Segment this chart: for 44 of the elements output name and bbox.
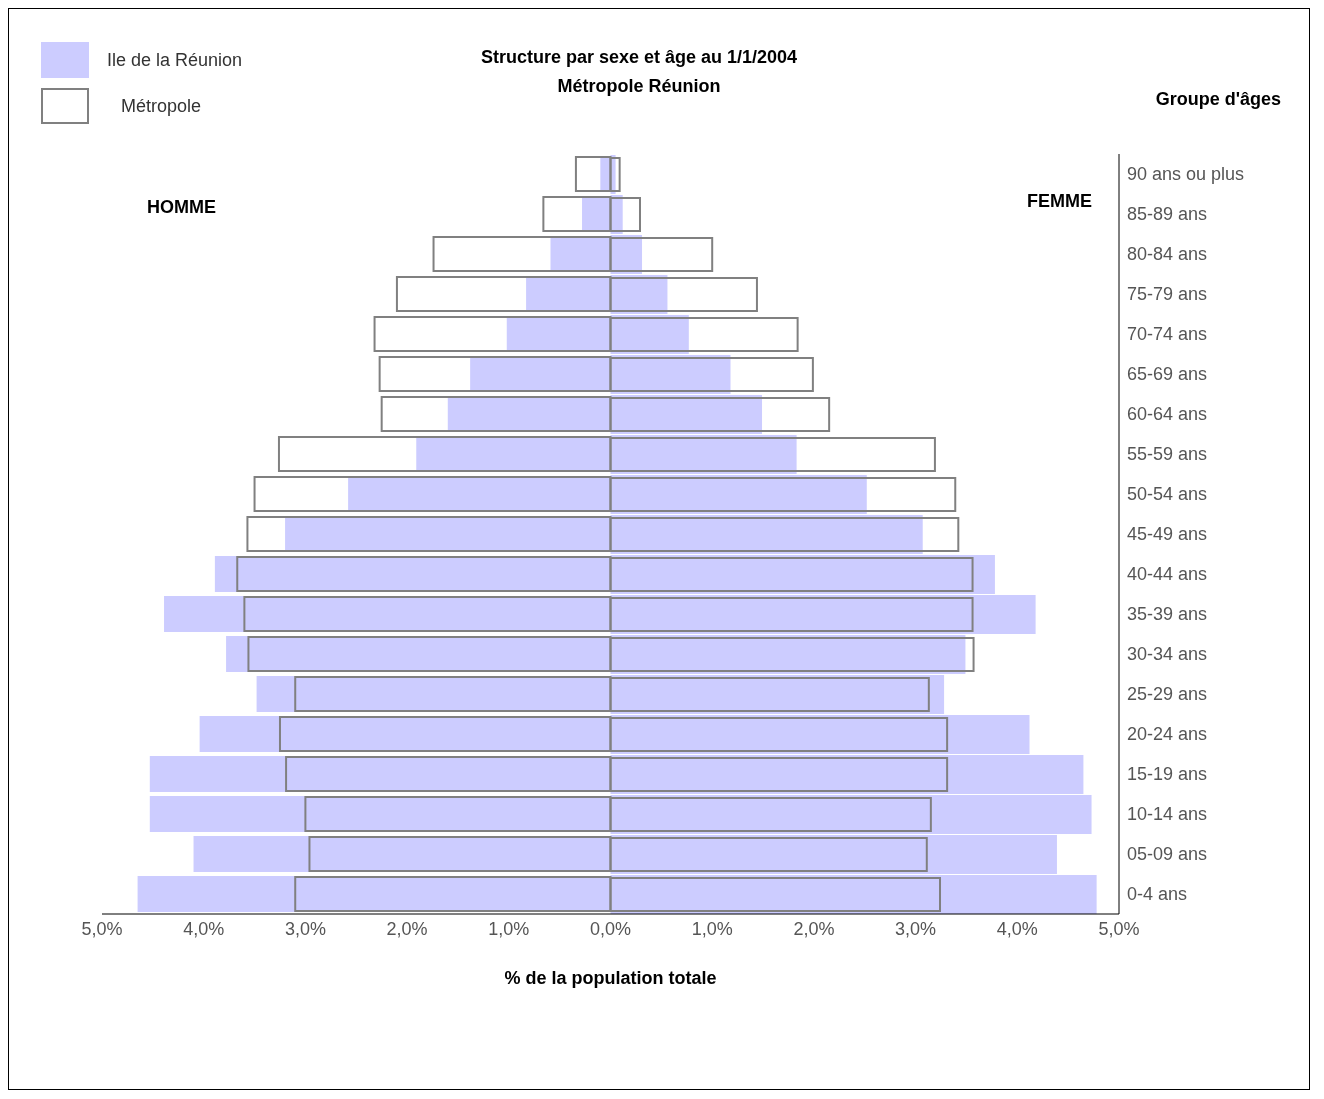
- x-tick-label: 5,0%: [81, 918, 123, 939]
- x-tick-label: 2,0%: [386, 918, 428, 939]
- y-axis-title: Groupe d'âges: [1155, 89, 1281, 110]
- y-tick-label: 0-4 ans: [1127, 884, 1188, 905]
- x-tick-label: 1,0%: [691, 918, 733, 939]
- bar: [199, 716, 611, 752]
- x-tick-label: 2,0%: [793, 918, 835, 939]
- x-tick-label: 5,0%: [1098, 918, 1140, 939]
- x-tick-label: 0,0%: [589, 918, 632, 939]
- chart-title: Structure par sexe et âge au 1/1/2004: [480, 47, 798, 67]
- bar: [149, 796, 611, 832]
- y-tick-label: 45-49 ans: [1127, 524, 1208, 545]
- y-tick-label: 65-69 ans: [1127, 364, 1208, 385]
- bar: [137, 876, 611, 912]
- bar: [164, 596, 611, 632]
- y-tick-label: 30-34 ans: [1127, 644, 1208, 665]
- y-tick-label: 90 ans ou plus: [1127, 164, 1245, 185]
- y-tick-label: 25-29 ans: [1127, 684, 1208, 705]
- x-axis-title: % de la population totale: [504, 968, 717, 988]
- y-tick-label: 70-74 ans: [1127, 324, 1208, 345]
- x-tick-label: 4,0%: [996, 918, 1038, 939]
- annotation: FEMME: [1027, 191, 1092, 212]
- y-tick-label: 50-54 ans: [1127, 484, 1208, 505]
- x-tick-label: 4,0%: [183, 918, 225, 939]
- x-tick-label: 3,0%: [284, 918, 326, 939]
- x-tick-label: 3,0%: [895, 918, 937, 939]
- y-tick-label: 20-24 ans: [1127, 724, 1208, 745]
- y-tick-label: 55-59 ans: [1127, 444, 1208, 465]
- chart-subtitle: Métropole Réunion: [557, 76, 721, 96]
- y-tick-label: 40-44 ans: [1127, 564, 1208, 585]
- y-tick-label: 05-09 ans: [1127, 844, 1208, 865]
- bar: [193, 836, 611, 872]
- y-tick-label: 35-39 ans: [1127, 604, 1208, 625]
- y-tick-label: 60-64 ans: [1127, 404, 1208, 425]
- y-tick-label: 10-14 ans: [1127, 804, 1208, 825]
- bar: [149, 756, 611, 792]
- y-tick-label: 85-89 ans: [1127, 204, 1208, 225]
- legend-label: Ile de la Réunion: [107, 49, 243, 71]
- x-tick-label: 1,0%: [488, 918, 530, 939]
- y-tick-label: 75-79 ans: [1127, 284, 1208, 305]
- y-tick-label: 80-84 ans: [1127, 244, 1208, 265]
- annotation: HOMME: [147, 197, 216, 218]
- y-tick-label: 15-19 ans: [1127, 764, 1208, 785]
- legend-label: Métropole: [121, 95, 202, 117]
